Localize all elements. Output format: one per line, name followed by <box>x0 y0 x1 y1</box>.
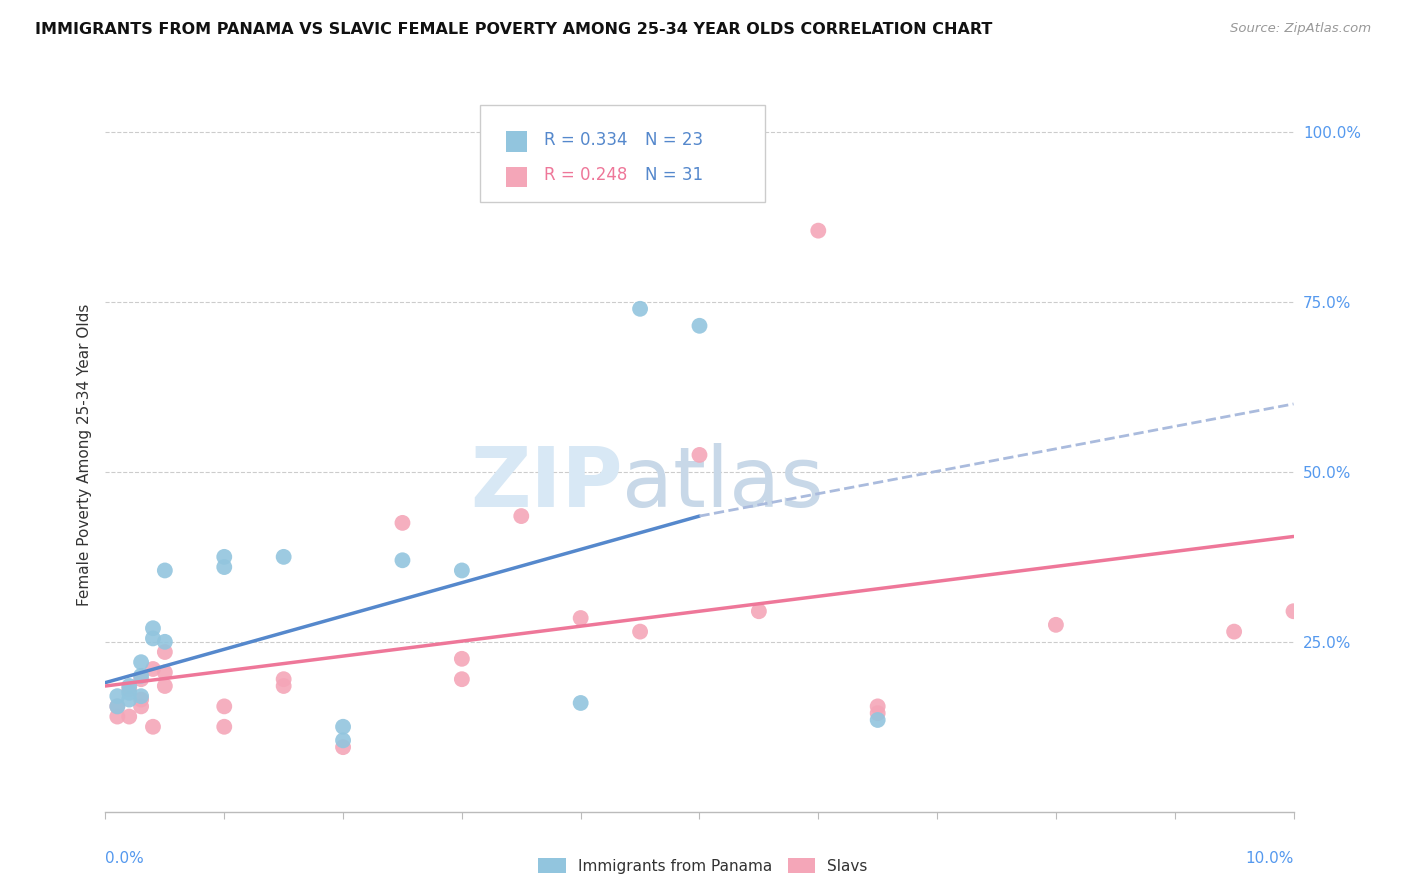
Point <box>142 662 165 676</box>
Y-axis label: Female Poverty Among 25-34 Year Olds: Female Poverty Among 25-34 Year Olds <box>76 304 91 606</box>
Point <box>273 672 295 686</box>
Point <box>118 679 141 693</box>
Point <box>332 740 354 755</box>
Bar <box>506 131 527 152</box>
Point <box>214 560 236 574</box>
Point <box>866 699 889 714</box>
Point <box>118 686 141 700</box>
Point <box>118 709 141 723</box>
Point <box>1282 604 1305 618</box>
Point <box>142 621 165 635</box>
Point <box>450 652 472 666</box>
Point <box>118 682 141 697</box>
Point <box>450 672 472 686</box>
Point <box>689 318 711 333</box>
Legend: Immigrants from Panama, Slavs: Immigrants from Panama, Slavs <box>533 852 873 880</box>
Point <box>1223 624 1246 639</box>
Point <box>807 224 830 238</box>
Text: N = 31: N = 31 <box>645 166 703 184</box>
Point <box>391 516 413 530</box>
Point <box>628 301 651 316</box>
Point <box>273 679 295 693</box>
Point <box>105 699 128 714</box>
Point <box>273 549 295 564</box>
Point <box>628 624 651 639</box>
Point <box>105 709 128 723</box>
Text: N = 23: N = 23 <box>645 130 703 148</box>
Text: R = 0.248: R = 0.248 <box>544 166 627 184</box>
Point <box>689 448 711 462</box>
Bar <box>506 167 527 187</box>
Point <box>118 692 141 706</box>
Point <box>866 713 889 727</box>
Point <box>748 604 770 618</box>
Point <box>129 699 152 714</box>
Point <box>129 655 152 669</box>
Point <box>153 645 176 659</box>
Point <box>105 689 128 703</box>
Point <box>129 689 152 703</box>
Point <box>391 553 413 567</box>
Point <box>214 549 236 564</box>
Point <box>866 706 889 721</box>
Text: atlas: atlas <box>623 443 824 524</box>
Point <box>1045 617 1067 632</box>
Point <box>153 679 176 693</box>
Text: 10.0%: 10.0% <box>1246 851 1294 866</box>
Point <box>569 696 592 710</box>
Point <box>450 564 472 578</box>
Point <box>153 665 176 680</box>
Point <box>214 720 236 734</box>
Text: IMMIGRANTS FROM PANAMA VS SLAVIC FEMALE POVERTY AMONG 25-34 YEAR OLDS CORRELATIO: IMMIGRANTS FROM PANAMA VS SLAVIC FEMALE … <box>35 22 993 37</box>
Text: R = 0.334: R = 0.334 <box>544 130 627 148</box>
Point <box>129 669 152 683</box>
Point <box>142 720 165 734</box>
Point <box>332 720 354 734</box>
FancyBboxPatch shape <box>479 105 765 202</box>
Point <box>332 733 354 747</box>
Point <box>214 699 236 714</box>
Point <box>569 611 592 625</box>
Text: ZIP: ZIP <box>470 443 623 524</box>
Point <box>129 672 152 686</box>
Point <box>153 564 176 578</box>
Point <box>142 632 165 646</box>
Point <box>105 699 128 714</box>
Point <box>153 635 176 649</box>
Text: Source: ZipAtlas.com: Source: ZipAtlas.com <box>1230 22 1371 36</box>
Point <box>510 509 533 524</box>
Point <box>129 692 152 706</box>
Text: 0.0%: 0.0% <box>105 851 145 866</box>
